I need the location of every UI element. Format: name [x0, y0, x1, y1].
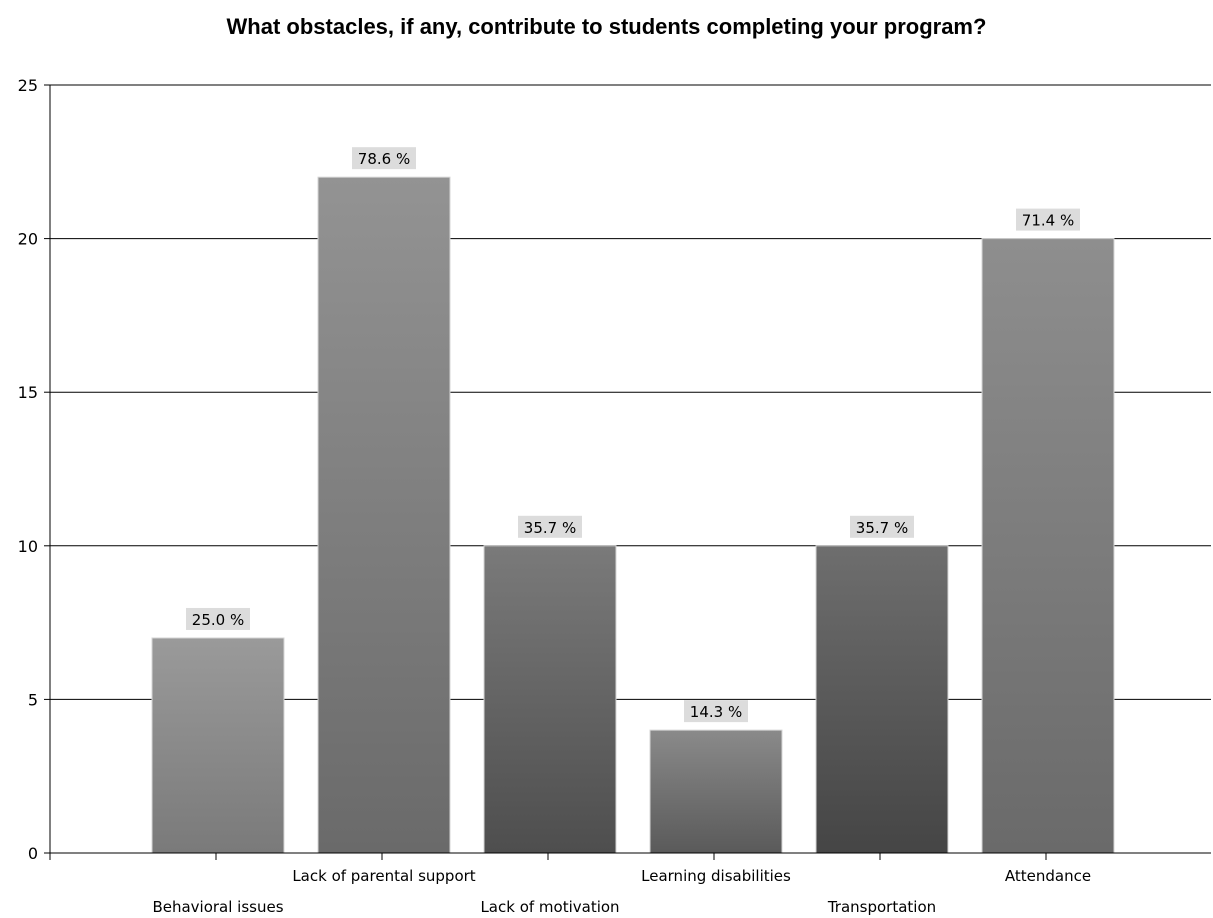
data-label-bg [850, 515, 914, 538]
y-tick-label: 15 [18, 383, 38, 402]
data-label-bg [518, 515, 582, 538]
y-tick-label: 5 [28, 690, 38, 709]
y-tick-label: 10 [18, 537, 38, 556]
x-tick-label: Lack of parental support [292, 867, 475, 885]
data-label: 25.0 % [192, 611, 244, 629]
y-tick-label: 20 [18, 230, 38, 249]
data-label-bg [186, 607, 250, 630]
bar [317, 176, 451, 854]
bar [649, 729, 783, 854]
bar [981, 238, 1115, 854]
chart-title: What obstacles, if any, contribute to st… [226, 14, 987, 39]
axes: 0 5 10 15 20 25 Behavioral issues Lack of paren… [18, 76, 1211, 916]
x-tick-label: Lack of motivation [480, 898, 619, 916]
y-tick-label: 25 [18, 76, 38, 95]
bar [815, 545, 949, 854]
data-label: 35.7 % [524, 519, 576, 537]
data-label-bg [684, 700, 748, 723]
data-label: 78.6 % [358, 150, 410, 168]
x-tick-label: Attendance [1005, 867, 1091, 885]
data-label: 71.4 % [1022, 212, 1074, 230]
bar [151, 637, 285, 854]
data-label: 35.7 % [856, 519, 908, 537]
data-label: 14.3 % [690, 703, 742, 721]
data-label-bg [352, 147, 416, 170]
x-tick-label: Learning disabilities [641, 867, 791, 885]
bars [151, 176, 1115, 854]
bar [483, 545, 617, 854]
y-tick-label: 0 [28, 844, 38, 863]
x-tick-label: Behavioral issues [152, 898, 283, 916]
x-tick-label: Transportation [827, 898, 936, 916]
data-labels: 25.0 % 78.6 % 35.7 % 14.3 % 35.7 % 71.4 % [186, 147, 1080, 723]
data-label-bg [1016, 208, 1080, 231]
